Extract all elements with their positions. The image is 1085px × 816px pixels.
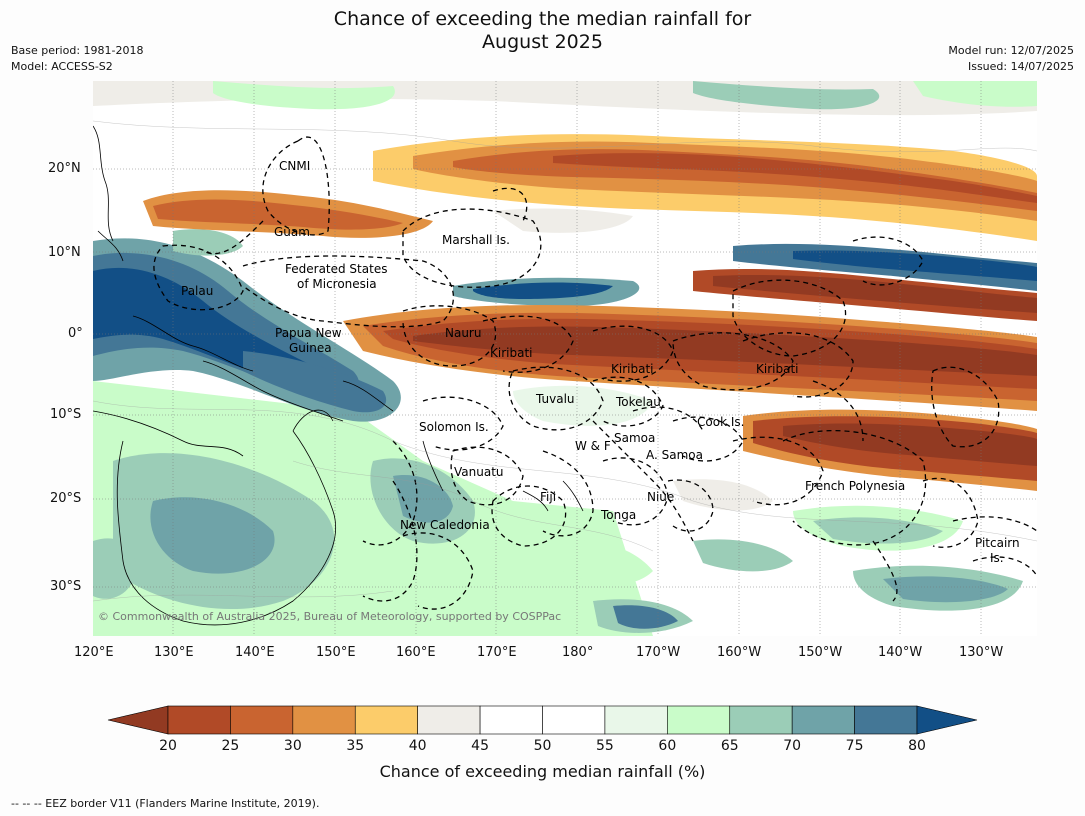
colorbar-bin: [729, 705, 793, 735]
label-fsm-line2: of Micronesia: [297, 277, 377, 291]
map-title-line1: Chance of exceeding the median rainfall …: [333, 8, 752, 30]
label-samoa: Samoa: [614, 431, 656, 445]
colorbar-bin: [292, 705, 356, 735]
coastlines: [93, 125, 584, 626]
lon-tick-130e: 130°E: [154, 645, 194, 660]
colorbar-bin: [354, 705, 418, 735]
colorbar-bin: [167, 705, 231, 735]
colorbar-tick-label: 65: [720, 738, 739, 754]
label-tonga: Tonga: [601, 508, 637, 522]
colorbar-arrow-high: [916, 705, 978, 735]
label-cnmi: CNMI: [279, 159, 311, 173]
colorbar-tick-label: 60: [658, 738, 677, 754]
colorbar-tick-label: 45: [471, 738, 489, 754]
lon-tick-170w: 170°W: [636, 645, 681, 660]
colorbar-bins: [107, 705, 978, 735]
contour-lines: [93, 120, 1037, 602]
lon-tick-140e: 140°E: [235, 645, 275, 660]
rainfall-map-svg: [93, 81, 1037, 636]
colorbar-bin: [791, 705, 855, 735]
colorbar-bin: [604, 705, 668, 735]
colorbar-tick-label: 30: [283, 738, 302, 754]
label-kiribati-west: Kiribati: [490, 346, 533, 360]
colorbar-arrow-low: [107, 705, 169, 735]
lon-tick-130w: 130°W: [959, 645, 1004, 660]
lon-tick-140w: 140°W: [878, 645, 923, 660]
colorbar-bin: [854, 705, 918, 735]
lat-tick-20n: 20°N: [48, 161, 81, 176]
colorbar-tick-label: 55: [595, 738, 614, 754]
label-marshall-islands: Marshall Is.: [442, 233, 510, 247]
lon-tick-170e: 170°E: [477, 645, 517, 660]
colorbar-tick-label: 80: [908, 738, 926, 754]
lat-tick-0: 0°: [68, 326, 83, 341]
lon-tick-180: 180°: [562, 645, 594, 660]
map-title-line2: August 2025: [482, 31, 603, 53]
label-niue: Niue: [647, 490, 675, 504]
model-name: Model: ACCESS-S2: [11, 60, 113, 73]
label-solomon-islands: Solomon Is.: [419, 420, 489, 434]
label-cook-islands: Cook Is.: [697, 415, 745, 429]
label-fiji: Fiji: [540, 490, 557, 504]
lat-tick-20s: 20°S: [50, 491, 82, 506]
lon-tick-120e: 120°E: [74, 645, 114, 660]
base-period: Base period: 1981-2018: [11, 44, 144, 57]
colorbar-tick-label: 50: [533, 738, 552, 754]
lon-tick-150e: 150°E: [316, 645, 356, 660]
issued-date: Issued: 14/07/2025: [967, 60, 1074, 73]
colorbar-tick-label: 25: [221, 738, 240, 754]
eez-footnote: -- -- -- EEZ border V11 (Flanders Marine…: [11, 797, 320, 810]
colorbar-label: Chance of exceeding median rainfall (%): [379, 762, 706, 781]
lon-tick-160w: 160°W: [717, 645, 762, 660]
label-fsm-line1: Federated States: [285, 262, 388, 276]
colorbar-bin: [479, 705, 543, 735]
colorbar-tick-label: 20: [159, 738, 177, 754]
label-wallis-futuna: W & F: [575, 439, 611, 453]
label-american-samoa: A. Samoa: [646, 448, 703, 462]
lat-tick-10s: 10°S: [50, 407, 82, 422]
colorbar-tick-label: 70: [783, 738, 802, 754]
lat-tick-10n: 10°N: [48, 245, 81, 260]
rainfall-field: [93, 81, 1037, 636]
label-french-polynesia: French Polynesia: [805, 479, 906, 493]
label-pitcairn-line1: Pitcairn: [975, 536, 1020, 550]
eez-borders: [153, 136, 1037, 610]
label-new-caledonia: New Caledonia: [400, 518, 490, 532]
lon-tick-150w: 150°W: [798, 645, 843, 660]
colorbar-bin: [542, 705, 606, 735]
label-pitcairn-line2: Is.: [990, 551, 1004, 565]
label-nauru: Nauru: [445, 326, 482, 340]
model-run: Model run: 12/07/2025: [948, 44, 1074, 57]
colorbar-bin: [667, 705, 731, 735]
colorbar-bin: [230, 705, 294, 735]
colorbar-bin: [417, 705, 481, 735]
lat-tick-30s: 30°S: [50, 579, 82, 594]
label-tokelau: Tokelau: [616, 395, 661, 409]
copyright-notice: © Commonwealth of Australia 2025, Bureau…: [98, 610, 562, 623]
label-kiribati-east: Kiribati: [756, 362, 799, 376]
colorbar-tick-label: 35: [346, 738, 365, 754]
label-png-line1: Papua New: [275, 326, 342, 340]
label-tuvalu: Tuvalu: [536, 392, 575, 406]
colorbar-tick-label: 75: [845, 738, 864, 754]
rainfall-map: [93, 81, 1037, 636]
label-palau: Palau: [181, 284, 214, 298]
label-vanuatu: Vanuatu: [454, 465, 504, 479]
colorbar: [107, 705, 978, 735]
label-guam: Guam: [274, 225, 310, 239]
lon-tick-160e: 160°E: [396, 645, 436, 660]
label-png-line2: Guinea: [289, 341, 332, 355]
colorbar-tick-label: 40: [408, 738, 427, 754]
label-kiribati-central: Kiribati: [611, 362, 654, 376]
